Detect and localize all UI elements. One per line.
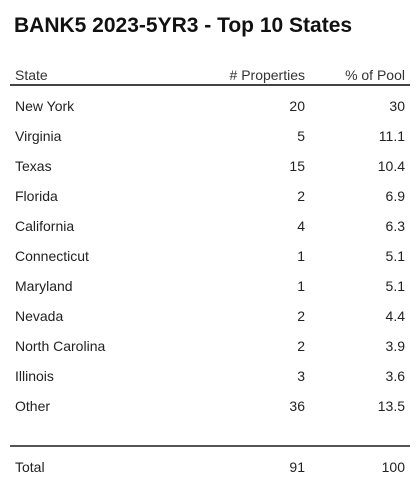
chart-title: BANK5 2023-5YR3 - Top 10 States [14,14,353,37]
state-cell: New York [15,98,75,114]
properties-cell: 4 [297,218,305,234]
properties-cell: 1 [297,278,305,294]
state-cell: Virginia [15,128,62,144]
table-row: Virginia 5 11.1 [15,121,410,151]
properties-cell: 2 [297,308,305,324]
properties-cell: 1 [297,248,305,264]
properties-cell: 36 [289,398,305,414]
table-row: Other 36 13.5 [15,391,410,421]
pool-cell: 13.5 [377,398,405,414]
header-divider [10,84,410,86]
pool-cell: 3.9 [385,338,405,354]
table-row: Illinois 3 3.6 [15,361,410,391]
pool-cell: 11.1 [378,128,405,144]
state-cell: Other [15,398,51,414]
table-row: North Carolina 2 3.9 [15,331,410,361]
pool-cell: 10.4 [377,158,405,174]
table-row: California 4 6.3 [15,211,410,241]
pool-cell: 3.6 [385,368,405,384]
state-cell: California [15,218,75,234]
state-cell: Illinois [15,368,54,384]
properties-cell: 2 [297,188,305,204]
table-row: Maryland 1 5.1 [15,271,410,301]
total-row: Total 91 100 [15,452,410,482]
table-row: Connecticut 1 5.1 [15,241,410,271]
table-header: State # Properties % of Pool [15,60,410,90]
pool-cell: 30 [389,98,405,114]
column-header-pool: % of Pool [345,67,405,83]
table-row: Texas 15 10.4 [15,151,410,181]
total-label: Total [15,459,45,475]
table-row: Florida 2 6.9 [15,181,410,211]
state-cell: Florida [15,188,58,204]
pool-cell: 5.1 [385,278,405,294]
properties-cell: 15 [289,158,305,174]
state-cell: Texas [15,158,52,174]
properties-cell: 2 [297,338,305,354]
table-row: New York 20 30 [15,91,410,121]
properties-cell: 3 [297,368,305,384]
total-divider [10,445,410,447]
state-cell: Nevada [15,308,64,324]
column-header-state: State [15,67,48,83]
properties-cell: 5 [297,128,305,144]
pool-cell: 6.3 [385,218,405,234]
state-cell: Maryland [15,278,73,294]
properties-cell: 20 [289,98,305,114]
pool-cell: 4.4 [385,308,405,324]
column-header-properties: # Properties [229,67,305,83]
state-cell: Connecticut [15,248,89,264]
pool-cell: 6.9 [385,188,405,204]
total-pool: 100 [381,459,405,475]
state-cell: North Carolina [15,338,106,354]
table-row: Nevada 2 4.4 [15,301,410,331]
total-properties: 91 [289,459,305,475]
pool-cell: 5.1 [385,248,405,264]
